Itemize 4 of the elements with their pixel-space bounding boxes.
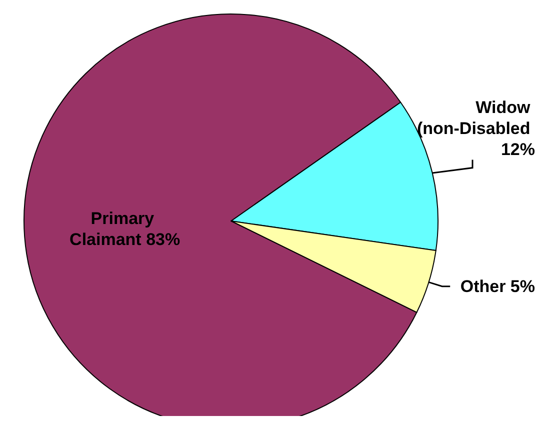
slice-label: Widow (non-Disabled — [416, 98, 535, 138]
data-label: 12% — [500, 140, 535, 159]
slice-label: Primary Claimant 83% — [70, 209, 180, 250]
slice-label: Other 5% — [460, 276, 535, 296]
